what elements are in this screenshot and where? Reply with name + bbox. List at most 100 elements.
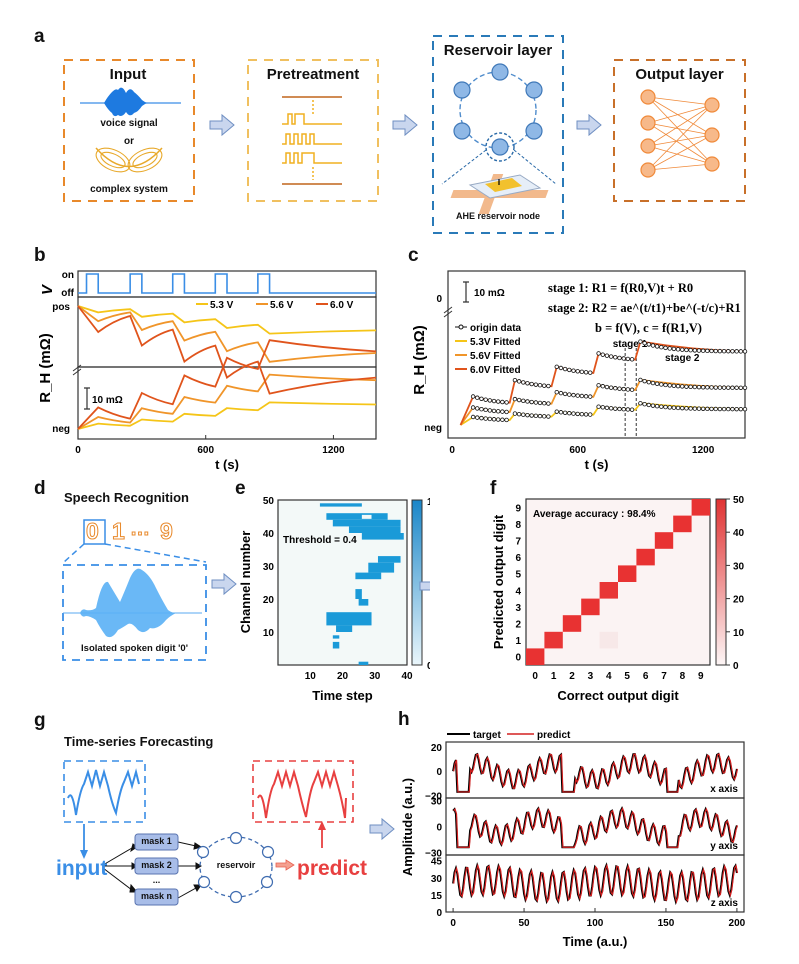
input-title: Input xyxy=(109,66,147,83)
complex-system-label: complex system xyxy=(90,184,168,195)
matrix-cell xyxy=(599,631,618,649)
data-point xyxy=(521,398,526,404)
data-point xyxy=(529,399,534,405)
y-tick-pos: pos xyxy=(52,302,70,313)
y-tick-label: 20 xyxy=(431,743,443,754)
panel-g-diagram xyxy=(63,760,395,906)
data-point xyxy=(692,384,698,390)
x-tick-label: 30 xyxy=(369,671,381,682)
matrix-cell-diagonal xyxy=(526,648,545,665)
data-point xyxy=(475,415,480,420)
data-point xyxy=(495,417,501,422)
data-point xyxy=(642,378,647,384)
data-point xyxy=(684,347,689,353)
colorbar-tick-label: 20 xyxy=(733,595,745,606)
data-point xyxy=(734,385,739,390)
vg-axis-label: V xyxy=(39,283,56,295)
heatmap-cell-block xyxy=(332,635,340,639)
data-point xyxy=(558,410,564,415)
data-point xyxy=(730,406,735,412)
nn-node xyxy=(640,89,656,105)
spoken-digit-waveform-icon xyxy=(63,568,202,638)
data-point xyxy=(588,394,593,399)
mask-2: mask 2 xyxy=(141,860,172,870)
waveform-caption: Isolated spoken digit '0' xyxy=(81,643,188,654)
data-point xyxy=(621,407,626,412)
panel-a-diagram xyxy=(63,35,746,234)
data-point xyxy=(650,380,656,386)
data-point xyxy=(583,370,589,375)
output-box xyxy=(613,59,746,202)
heatmap-cell-block xyxy=(326,612,372,626)
series-lower-5.6 V xyxy=(77,373,377,430)
data-point xyxy=(554,409,559,414)
colorbar-tick-label: 40 xyxy=(733,528,745,539)
reservoir-ring-icon xyxy=(196,831,275,904)
data-point xyxy=(659,382,664,387)
y-tick-label: 9 xyxy=(515,503,521,514)
data-point xyxy=(625,407,631,412)
lorenz-attractor-icon xyxy=(95,147,163,173)
matrix-cell-diagonal xyxy=(618,565,637,582)
reservoir-ring-icon xyxy=(441,63,557,185)
data-point xyxy=(479,415,484,421)
y-tick-label: 20 xyxy=(263,595,275,606)
y-tick-neg: neg xyxy=(424,423,442,434)
nn-edge xyxy=(647,163,713,171)
x-axis-label: Time step xyxy=(312,688,373,703)
data-point xyxy=(629,407,635,412)
y-axis-label: Predicted output digit xyxy=(491,514,506,649)
data-point xyxy=(638,401,643,406)
data-point xyxy=(684,406,689,411)
data-point xyxy=(717,406,723,412)
data-point xyxy=(537,413,543,419)
stage2-annotation: stage 2 xyxy=(665,353,700,364)
colorbar-tick-label: 10 xyxy=(733,628,745,639)
data-point xyxy=(705,406,710,412)
y-tick-label: 8 xyxy=(515,520,521,531)
data-point xyxy=(688,348,693,353)
data-point xyxy=(621,386,626,392)
x-tick-label: 0 xyxy=(449,445,455,456)
data-point xyxy=(738,406,744,412)
y-axis-label: Channel number xyxy=(238,531,253,634)
heatmap-cell-block xyxy=(355,572,382,580)
y-tick-label: 5 xyxy=(515,570,521,581)
data-point xyxy=(642,340,647,346)
matrix-cell-diagonal xyxy=(581,598,600,616)
data-point xyxy=(671,405,677,410)
stage1-annotation: stage 1 xyxy=(613,339,648,350)
data-point xyxy=(567,367,572,373)
panel-label-e: e xyxy=(235,478,246,499)
mask-boxes xyxy=(134,833,179,906)
legend-label: 5.3 V xyxy=(210,300,234,311)
nn-node xyxy=(640,115,656,131)
threshold-annotation: Threshold = 0.4 xyxy=(283,535,357,546)
data-point xyxy=(638,339,643,344)
data-point xyxy=(721,385,727,390)
data-point xyxy=(525,412,530,418)
x-tick-label: 20 xyxy=(337,671,349,682)
y-tick-label: 0 xyxy=(515,653,521,664)
data-point xyxy=(629,387,635,392)
y-tick-label: 7 xyxy=(515,537,521,548)
data-point xyxy=(684,384,689,389)
data-point xyxy=(654,403,660,409)
predict-line-z axis xyxy=(453,863,739,904)
heatmap-cell-block xyxy=(368,562,395,573)
frame xyxy=(447,270,746,439)
nn-edge xyxy=(647,96,713,136)
data-point xyxy=(521,412,526,417)
y-tick-label: 45 xyxy=(431,857,443,868)
data-point xyxy=(692,406,698,411)
output-title: Output layer xyxy=(635,66,724,83)
digit-1: 1 xyxy=(112,518,126,545)
data-point xyxy=(575,411,580,417)
data-point xyxy=(726,385,731,390)
y-tick-label: 0 xyxy=(436,767,442,778)
data-point xyxy=(700,406,706,411)
data-point xyxy=(500,417,505,422)
series-upper-5.6 V xyxy=(77,305,377,363)
